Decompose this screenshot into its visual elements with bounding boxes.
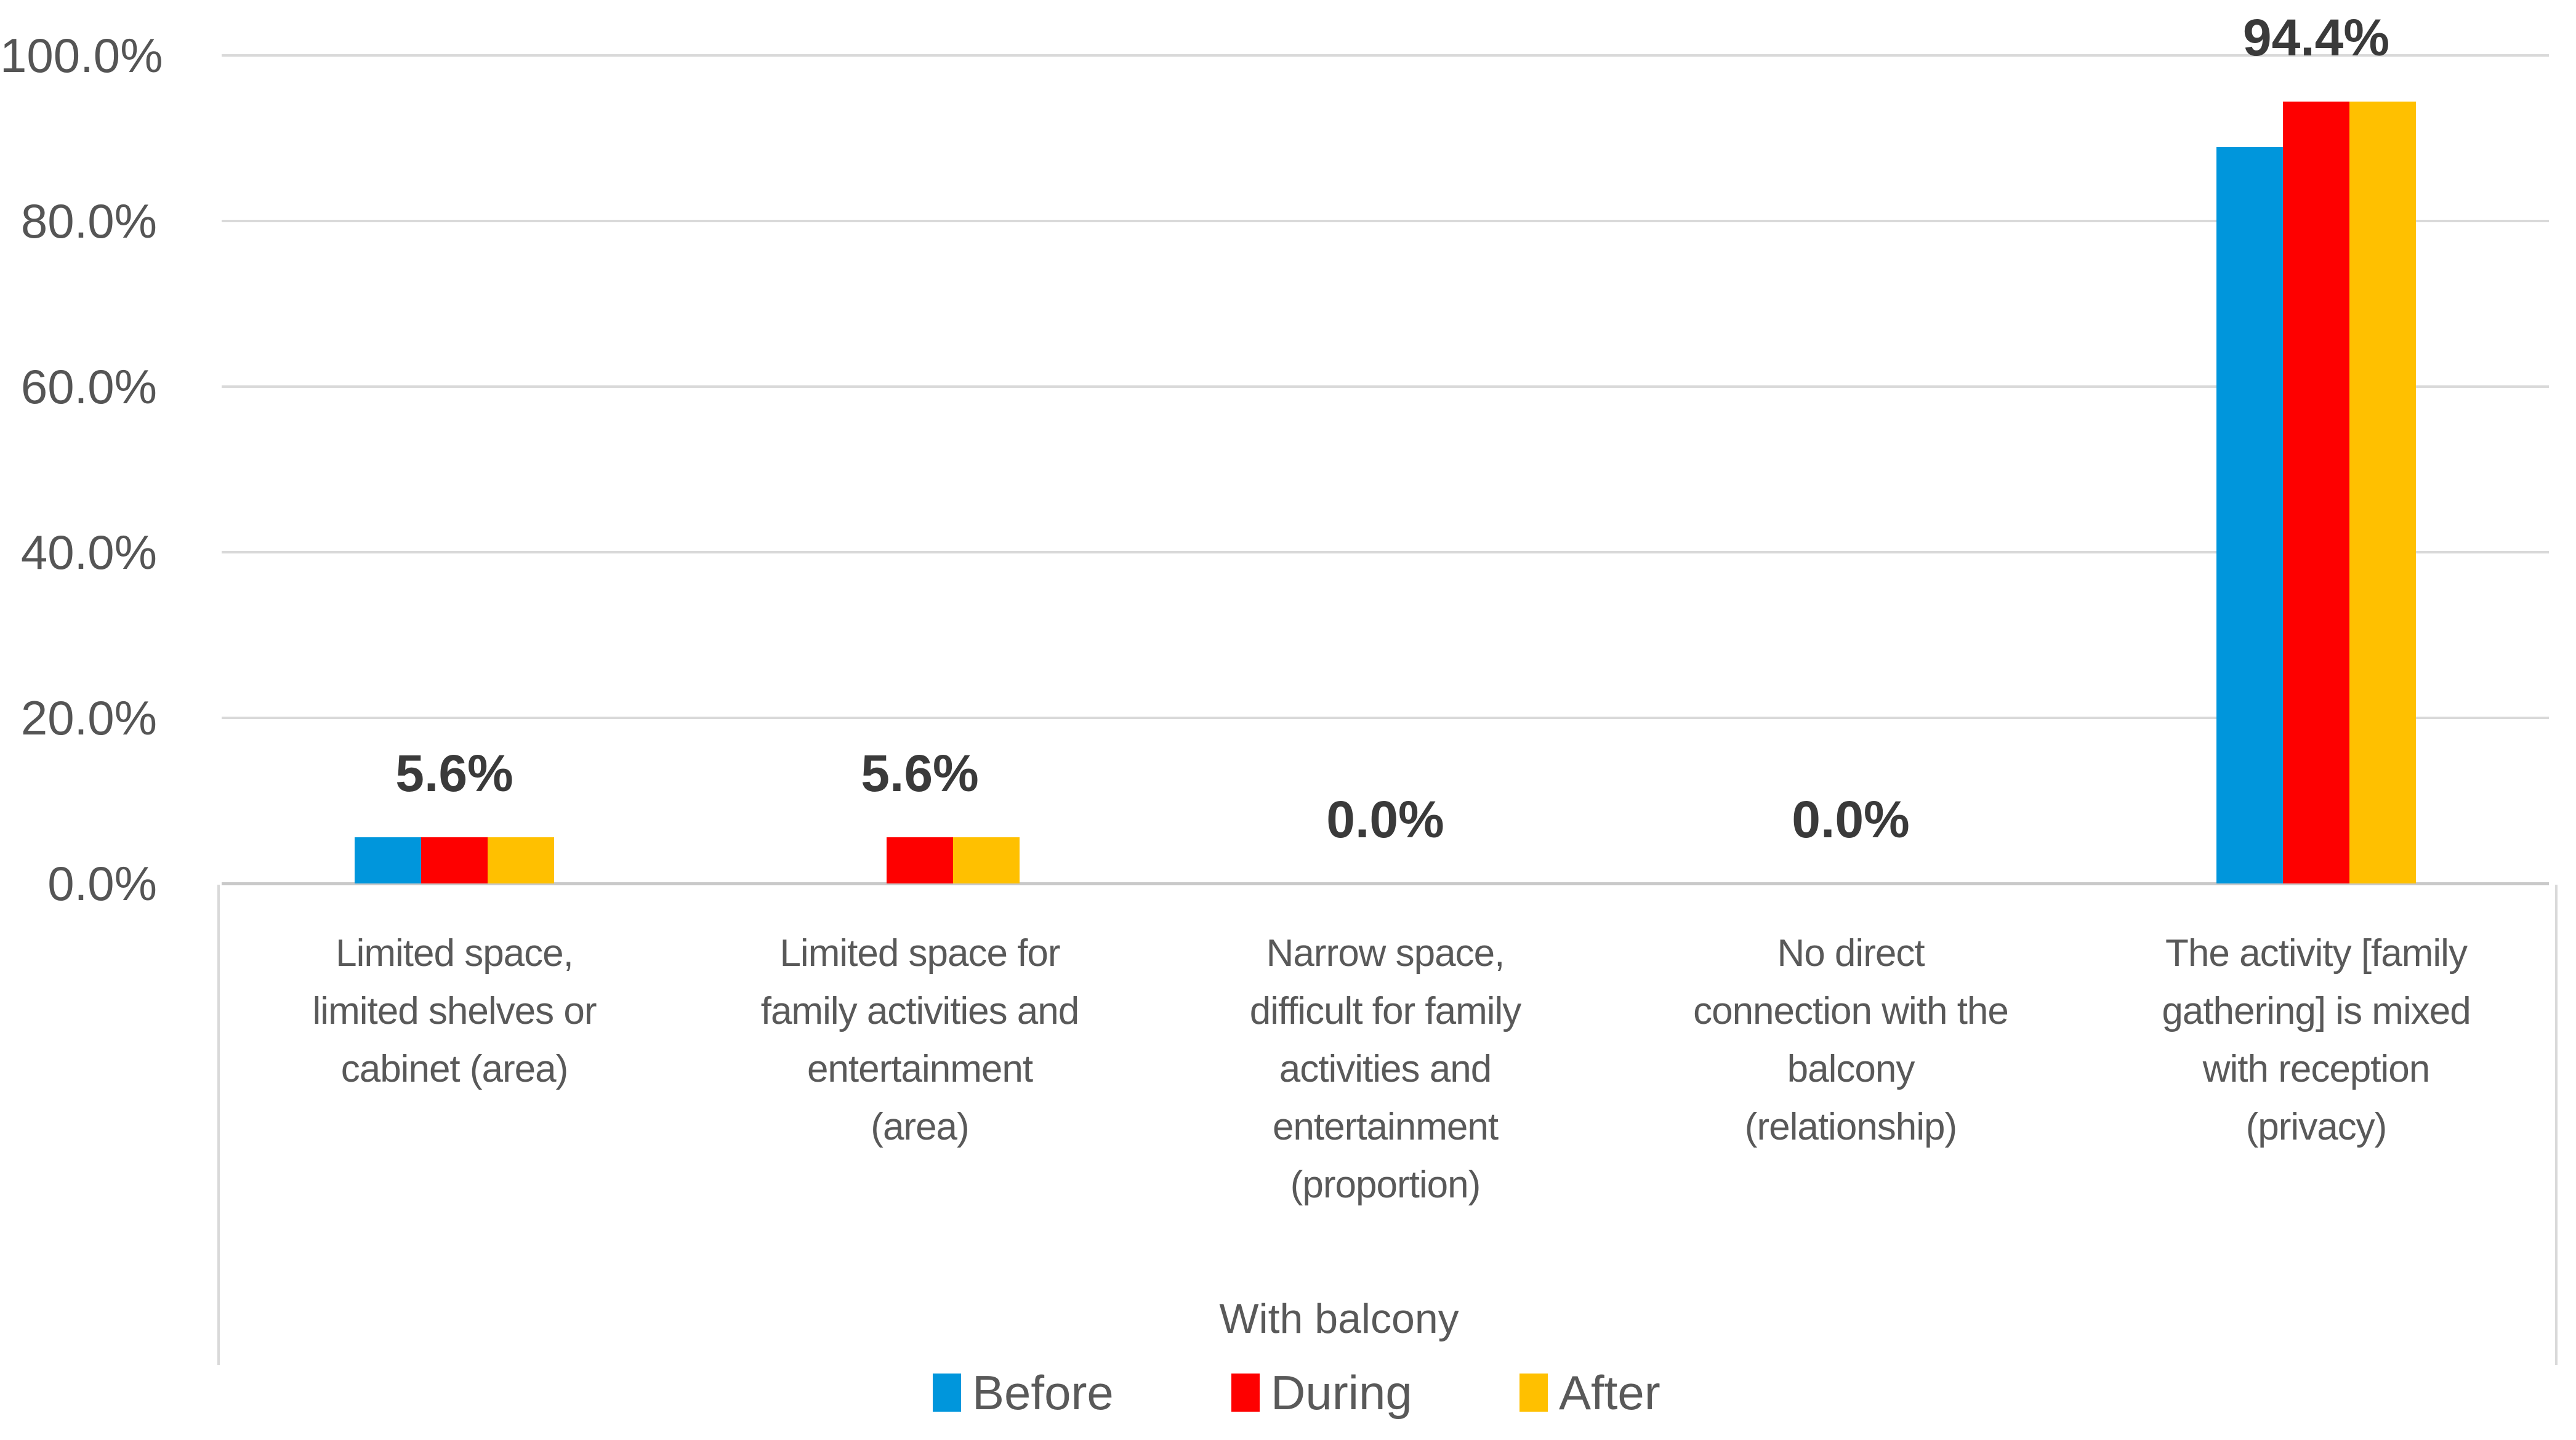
data-label-cat2: 5.6% xyxy=(861,744,979,802)
category-label-1: Limited space, limited shelves or cabine… xyxy=(312,932,597,1090)
y-tick-label-20: 20.0% xyxy=(20,691,157,745)
legend-item-during: During xyxy=(1231,1362,1412,1423)
axis-group-label: With balcony xyxy=(1219,1295,1459,1342)
data-label-cat1: 5.6% xyxy=(395,744,513,802)
category-label-2: Limited space for family activities and … xyxy=(760,932,1080,1148)
bar-after-cat1 xyxy=(488,837,554,883)
bar-after-cat5 xyxy=(2349,102,2416,883)
gridline-60 xyxy=(222,385,2549,388)
category-label-5: The activity [family gathering] is mixed… xyxy=(2162,932,2471,1148)
data-label-cat3: 0.0% xyxy=(1326,790,1444,848)
bar-before-cat1 xyxy=(355,837,421,883)
bar-during-cat1 xyxy=(421,837,488,883)
bar-after-cat2 xyxy=(953,837,1020,883)
gridline-100 xyxy=(222,54,2549,57)
y-tick-label-0: 0.0% xyxy=(47,856,157,911)
gridline-40 xyxy=(222,551,2549,553)
category-axis-border-right xyxy=(2555,885,2558,1365)
y-tick-label-60: 60.0% xyxy=(20,360,157,414)
legend-swatch-before xyxy=(933,1374,961,1412)
legend-label-before: Before xyxy=(972,1366,1114,1420)
bar-before-cat5 xyxy=(2216,147,2283,883)
y-tick-label-40: 40.0% xyxy=(20,525,157,579)
data-label-cat5: 94.4% xyxy=(2242,9,2390,67)
category-axis-border-left xyxy=(217,885,220,1365)
legend-item-after: After xyxy=(1519,1362,1660,1423)
gridline-20 xyxy=(222,717,2549,719)
y-tick-label-100: 100.0% xyxy=(0,28,163,82)
legend-label-after: After xyxy=(1559,1366,1660,1420)
category-label-4: No direct connection with the balcony (r… xyxy=(1693,932,2009,1148)
y-tick-label-80: 80.0% xyxy=(20,194,157,248)
legend-swatch-during xyxy=(1231,1374,1260,1412)
category-label-3: Narrow space, difficult for family activ… xyxy=(1249,932,1522,1206)
bar-during-cat5 xyxy=(2283,102,2349,883)
legend-label-during: During xyxy=(1271,1366,1412,1420)
legend-item-before: Before xyxy=(933,1362,1114,1423)
data-label-cat4: 0.0% xyxy=(1792,790,1910,848)
x-axis-line xyxy=(222,882,2549,885)
gridline-80 xyxy=(222,220,2549,222)
legend-swatch-after xyxy=(1519,1374,1548,1412)
bar-during-cat2 xyxy=(887,837,953,883)
